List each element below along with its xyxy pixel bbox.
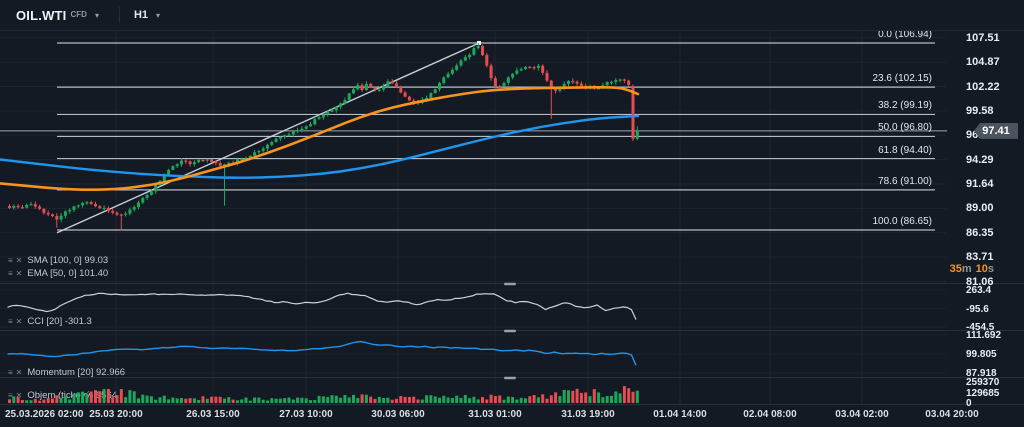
indicator-settings-icon[interactable]: ≡ — [8, 316, 13, 326]
fib-label: 100.0 (86.65) — [872, 216, 933, 227]
price-tick: 107.51 — [966, 31, 1000, 44]
indicator-label: SMA [100, 0] 99.03 — [27, 255, 109, 266]
indicator-label: EMA [50, 0] 101.40 — [27, 268, 109, 279]
indicator-row-ema: ≡ ✕ EMA [50, 0] 101.40 — [8, 268, 108, 279]
indicator-label: Objem (tickový) 9564 — [27, 390, 118, 401]
trendline — [56, 41, 481, 234]
time-tick: 01.04 14:00 — [653, 409, 707, 420]
pane-dividers — [0, 282, 1024, 405]
indicator-settings-icon[interactable]: ≡ — [8, 268, 13, 278]
grid-layer — [0, 30, 946, 404]
price-tick: 81.06 — [966, 275, 994, 288]
volume-layer — [8, 386, 639, 403]
time-tick: 31.03 19:00 — [561, 409, 615, 420]
chevron-down-icon: ▾ — [94, 10, 99, 20]
countdown-seconds-unit: s — [987, 263, 994, 275]
indicator-row-momentum: ≡ ✕ Momentum [20] 92.966 — [8, 367, 125, 378]
indicator-close-icon[interactable]: ✕ — [15, 316, 23, 326]
momentum-scale-tick: 111.692 — [966, 330, 1002, 341]
chart-topbar: OIL.WTI CFD ▾ H1 ▾ — [0, 0, 1024, 31]
time-tick: 26.03 15:00 — [186, 409, 240, 420]
time-tick: 02.04 08:00 — [743, 409, 797, 420]
fib-label: 38.2 (99.19) — [878, 100, 932, 112]
time-tick: 03.04 20:00 — [925, 409, 979, 420]
momentum-line — [7, 340, 637, 366]
time-tick: 03.04 02:00 — [835, 409, 889, 420]
indicator-row-sma: ≡ ✕ SMA [100, 0] 99.03 — [8, 255, 108, 266]
instrument-type-badge: CFD — [70, 9, 87, 19]
countdown-minutes-unit: m — [961, 263, 972, 275]
indicator-close-icon[interactable]: ✕ — [15, 255, 23, 265]
indicator-label: Momentum [20] 92.966 — [27, 367, 126, 378]
price-tick: 89.00 — [966, 202, 994, 215]
sma-line — [0, 114, 640, 179]
fib-label: 23.6 (102.15) — [872, 73, 933, 85]
pane-resize-handle[interactable] — [504, 329, 516, 333]
current-price-badge: 97.41 — [974, 122, 1018, 139]
cci-line — [7, 292, 637, 320]
fib-label: 0.0 (106.94) — [878, 29, 932, 40]
countdown-minutes: 35 — [949, 263, 962, 275]
topbar-divider — [118, 7, 120, 23]
fib-label: 61.8 (94.40) — [878, 144, 932, 156]
chevron-down-icon: ▾ — [156, 10, 161, 20]
price-tick: 91.64 — [966, 178, 994, 190]
time-tick: 27.03 10:00 — [279, 409, 333, 420]
timeframe-selector[interactable]: H1 ▾ — [134, 9, 160, 21]
time-tick: 30.03 06:00 — [371, 409, 425, 420]
countdown-seconds: 10 — [975, 263, 988, 275]
price-tick: 94.29 — [966, 153, 994, 166]
price-tick: 104.87 — [966, 56, 1000, 69]
cci-scale-tick: -95.6 — [966, 303, 989, 315]
indicator-row-cci: ≡ ✕ CCI [20] -301.3 — [8, 316, 92, 327]
cci-scale-tick: 263.4 — [966, 285, 992, 296]
symbol-name: OIL.WTI — [16, 7, 67, 23]
momentum-scale-tick: 99.805 — [966, 349, 997, 360]
indicator-close-icon[interactable]: ✕ — [15, 268, 23, 278]
price-tick: 99.58 — [966, 104, 994, 117]
fib-label: 50.0 (96.80) — [878, 122, 932, 134]
indicator-settings-icon[interactable]: ≡ — [8, 367, 13, 377]
indicator-close-icon[interactable]: ✕ — [15, 390, 23, 400]
pane-resize-handle[interactable] — [504, 376, 516, 380]
time-tick: 31.03 01:00 — [468, 409, 522, 420]
cci-scale-tick: -454.5 — [966, 322, 995, 333]
volume-scale-tick: 129685 — [966, 387, 1000, 399]
candle-countdown-timer: 35m 10s — [950, 263, 994, 275]
price-tick: 86.35 — [966, 226, 994, 239]
timeframe-label: H1 — [133, 9, 149, 21]
momentum-scale-tick: 87.918 — [966, 368, 997, 379]
pane-resize-handle[interactable] — [504, 282, 516, 286]
indicator-label: CCI [20] -301.3 — [27, 316, 92, 327]
ema-line — [0, 85, 640, 191]
indicator-row-volume: ≡ ✕ Objem (tickový) 9564 — [8, 390, 117, 401]
indicator-close-icon[interactable]: ✕ — [15, 367, 23, 377]
time-tick: 25.03.2026 02:00 — [5, 409, 84, 420]
fib-label: 78.6 (91.00) — [878, 175, 932, 187]
price-tick: 102.22 — [966, 80, 1000, 93]
price-tick: 83.71 — [966, 251, 994, 264]
volume-scale-tick: 0 — [966, 398, 972, 409]
time-tick: 25.03 20:00 — [89, 409, 143, 420]
volume-scale-tick: 259370 — [966, 377, 1000, 388]
indicator-settings-icon[interactable]: ≡ — [8, 255, 13, 265]
symbol-selector[interactable]: OIL.WTI CFD ▾ — [16, 8, 99, 23]
indicator-settings-icon[interactable]: ≡ — [8, 390, 13, 400]
